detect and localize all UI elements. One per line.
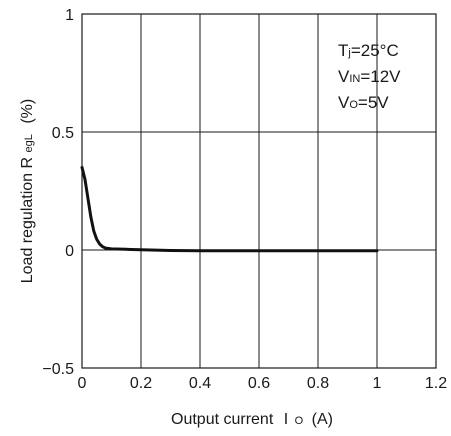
x-tick-label: 0	[78, 375, 87, 392]
plot-frame	[81, 13, 437, 369]
x-axis-label-symbol-sub: O	[295, 415, 304, 427]
curve-layer	[80, 165, 379, 253]
conditions-annotation: Tj=25°C VIN=12V VO=5V	[338, 41, 401, 112]
y-tick-labels: 1 0.5 0 −0.5	[42, 7, 74, 378]
x-axis-label-symbol: I	[284, 411, 288, 428]
y-axis-label-unit: (%)	[19, 99, 36, 124]
x-axis-label: Output current I O (A)	[171, 411, 333, 428]
x-tick-label: 0.2	[130, 375, 152, 392]
y-axis-label: Load regulation R egL (%)	[19, 99, 36, 283]
x-tick-label: 0.6	[248, 375, 270, 392]
regulation-curve	[80, 165, 379, 253]
x-tick-label: 0.4	[189, 375, 211, 392]
x-axis-label-text: Output current	[171, 411, 274, 428]
annotation-vo: VO=5V	[338, 93, 389, 112]
x-tick-labels: 0 0.2 0.4 0.6 0.8 1 1.2	[78, 375, 448, 392]
annotation-tj: Tj=25°C	[338, 41, 399, 60]
x-tick-label: 0.8	[307, 375, 329, 392]
y-axis-label-sub: egL	[23, 134, 35, 152]
annotation-vin: VIN=12V	[338, 67, 401, 86]
y-tick-label: −0.5	[42, 361, 74, 378]
y-tick-label: 0	[65, 243, 74, 260]
y-tick-label: 1	[65, 7, 74, 24]
y-tick-label: 0.5	[52, 125, 74, 142]
x-tick-label: 1.2	[425, 375, 447, 392]
y-axis-label-text: Load regulation R	[19, 157, 36, 283]
x-tick-label: 1	[373, 375, 382, 392]
x-axis-label-unit: (A)	[312, 411, 333, 428]
